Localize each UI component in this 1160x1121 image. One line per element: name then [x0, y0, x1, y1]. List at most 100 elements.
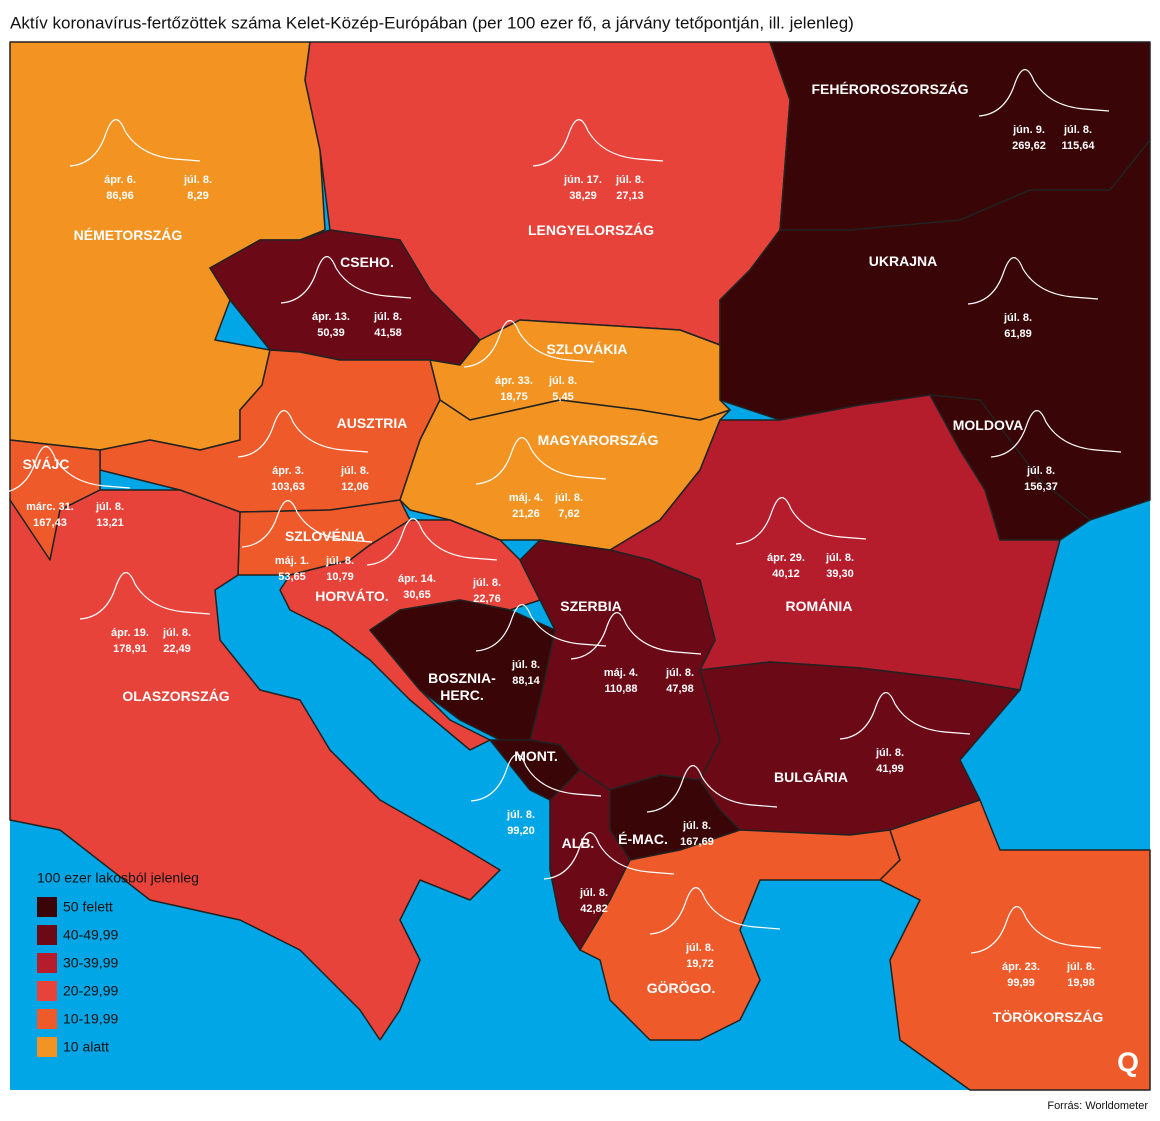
current-value: 42,82 — [580, 903, 608, 915]
peak-date: márc. 31. — [26, 501, 74, 513]
current-value: 88,14 — [512, 675, 540, 687]
peak-date: ápr. 3. — [272, 465, 304, 477]
country-name: AUSZTRIA — [337, 415, 408, 431]
current-value: 99,20 — [507, 825, 535, 837]
peak-date: máj. 1. — [275, 555, 309, 567]
legend-title: 100 ezer lakosból jelenleg — [37, 870, 199, 886]
logo: Q — [1117, 1046, 1139, 1077]
current-date: júl. 8. — [875, 747, 904, 759]
peak-value: 167,43 — [33, 517, 67, 529]
peak-date: jún. 17. — [563, 174, 602, 186]
country-name: MOLDOVA — [953, 417, 1024, 433]
current-value: 8,29 — [187, 190, 208, 202]
current-value: 156,37 — [1024, 481, 1058, 493]
current-date: júl. 8. — [183, 174, 212, 186]
sparkline — [735, 497, 867, 545]
sparkline — [69, 119, 201, 167]
country-name-line: MAGYARORSZÁG — [538, 432, 659, 448]
sparkline — [978, 69, 1110, 117]
current-date: júl. 8. — [511, 659, 540, 671]
peak-value: 40,12 — [772, 568, 800, 580]
country-name: FEHÉROROSZORSZÁG — [811, 81, 968, 97]
country-name: TÖRÖKORSZÁG — [993, 1009, 1104, 1025]
country-name: SZERBIA — [560, 598, 621, 614]
current-date: júl. 8. — [685, 942, 714, 954]
sparkline — [0, 446, 131, 494]
country-name-line: ROMÁNIA — [786, 598, 853, 614]
sparkline — [237, 410, 369, 458]
current-date: júl. 8. — [548, 375, 577, 387]
labels: NÉMETORSZÁG ápr. 6. 86,96 júl. 8. 8,29 LENGYE… — [0, 69, 1122, 1025]
sparkline — [475, 437, 607, 485]
current-date: júl. 8. — [682, 820, 711, 832]
sparkline — [470, 754, 602, 802]
current-value: 39,30 — [826, 568, 854, 580]
country-name-line: É-MAC. — [618, 831, 668, 847]
country-name: GÖRÖGO. — [647, 980, 715, 996]
current-date: júl. 8. — [665, 667, 694, 679]
country-name: ROMÁNIA — [786, 598, 853, 614]
sparkline — [970, 906, 1102, 954]
country-name-line: SZLOVÁKIA — [547, 341, 628, 357]
country-name: UKRAJNA — [869, 253, 937, 269]
country-name: BOSZNIA-HERC. — [428, 670, 496, 703]
peak-value: 30,65 — [403, 589, 431, 601]
peak-date: jún. 9. — [1012, 124, 1045, 136]
peak-value: 178,91 — [113, 643, 147, 655]
legend-swatch — [37, 897, 57, 917]
sparkline — [241, 500, 373, 548]
country-name: MAGYARORSZÁG — [538, 432, 659, 448]
legend-label: 20-29,99 — [63, 983, 118, 999]
country-name-line: FEHÉROROSZORSZÁG — [811, 81, 968, 97]
peak-date: ápr. 14. — [398, 573, 436, 585]
current-value: 12,06 — [341, 481, 369, 493]
current-value: 41,58 — [374, 327, 402, 339]
current-date: júl. 8. — [95, 501, 124, 513]
country-name-line: NÉMETORSZÁG — [74, 227, 183, 243]
sparkline — [475, 604, 607, 652]
source: Forrás: Worldometer — [1047, 1100, 1148, 1112]
legend-swatch — [37, 1037, 57, 1057]
sparkline — [990, 410, 1122, 458]
country-name: ALB. — [562, 835, 595, 851]
legend-label: 10-19,99 — [63, 1011, 118, 1027]
peak-value: 53,65 — [278, 571, 306, 583]
country-name-line: SVÁJC — [23, 456, 70, 472]
country-name: SVÁJC — [23, 456, 70, 472]
current-value: 19,72 — [686, 958, 714, 970]
current-date: júl. 8. — [506, 809, 535, 821]
legend: 50 felett 40-49,99 30-39,99 20-29,99 10-19,9… — [37, 897, 118, 1057]
legend-swatch — [37, 925, 57, 945]
sparkline — [839, 692, 971, 740]
current-value: 19,98 — [1067, 977, 1095, 989]
country-name-line: AUSZTRIA — [337, 415, 408, 431]
country-name-line: HORVÁTO. — [315, 588, 388, 604]
current-value: 61,89 — [1004, 328, 1032, 340]
current-value: 10,79 — [326, 571, 354, 583]
country-name: MONT. — [514, 748, 558, 764]
current-date: júl. 8. — [554, 492, 583, 504]
peak-value: 103,63 — [271, 481, 305, 493]
current-date: júl. 8. — [1066, 961, 1095, 973]
peak-date: ápr. 6. — [104, 174, 136, 186]
sparkline — [646, 765, 778, 813]
peak-date: ápr. 13. — [312, 311, 350, 323]
peak-value: 18,75 — [500, 391, 528, 403]
country-name-line: UKRAJNA — [869, 253, 937, 269]
country-name: SZLOVÉNIA — [285, 528, 365, 544]
country-name-line: OLASZORSZÁG — [122, 688, 229, 704]
current-value: 41,99 — [876, 763, 904, 775]
current-date: júl. 8. — [472, 577, 501, 589]
current-value: 115,64 — [1061, 140, 1095, 152]
current-date: júl. 8. — [825, 552, 854, 564]
current-value: 167,69 — [680, 836, 714, 848]
current-value: 27,13 — [616, 190, 644, 202]
peak-date: máj. 4. — [604, 667, 638, 679]
country-name: SZLOVÁKIA — [547, 341, 628, 357]
peak-date: ápr. 29. — [767, 552, 805, 564]
country-name-line: SZERBIA — [560, 598, 621, 614]
peak-value: 269,62 — [1012, 140, 1046, 152]
sparkline — [649, 887, 781, 935]
